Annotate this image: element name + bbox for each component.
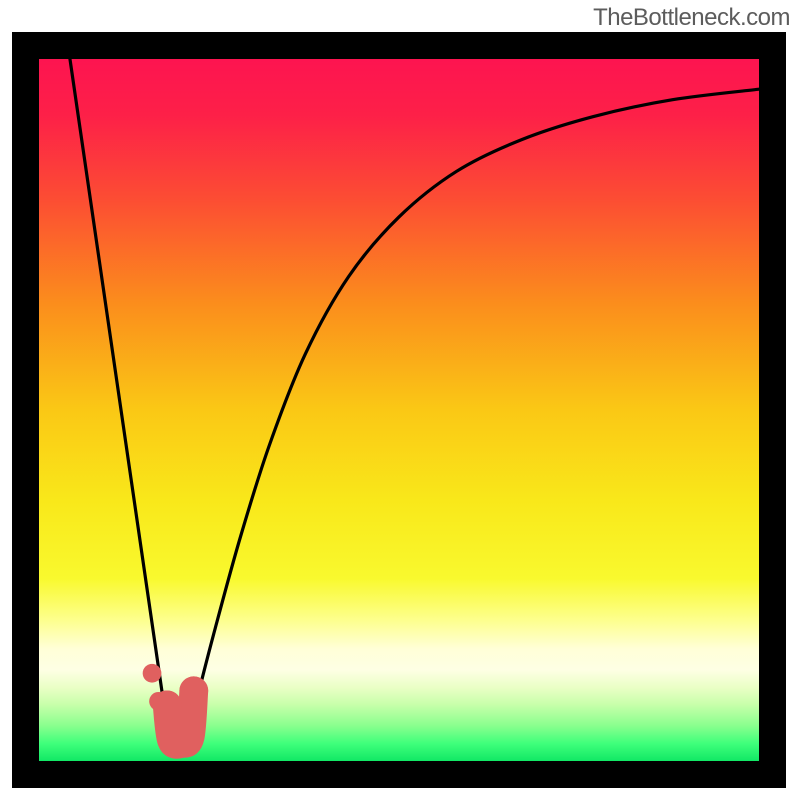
frame-border-right xyxy=(759,32,786,788)
frame-border-bottom xyxy=(12,761,786,788)
watermark-text: TheBottleneck.com xyxy=(593,4,790,32)
plot-area xyxy=(39,59,759,761)
frame-border-top xyxy=(12,32,786,59)
frame-border-left xyxy=(12,32,39,788)
chart-container: { "watermark": { "text": "TheBottleneck.… xyxy=(0,0,800,800)
